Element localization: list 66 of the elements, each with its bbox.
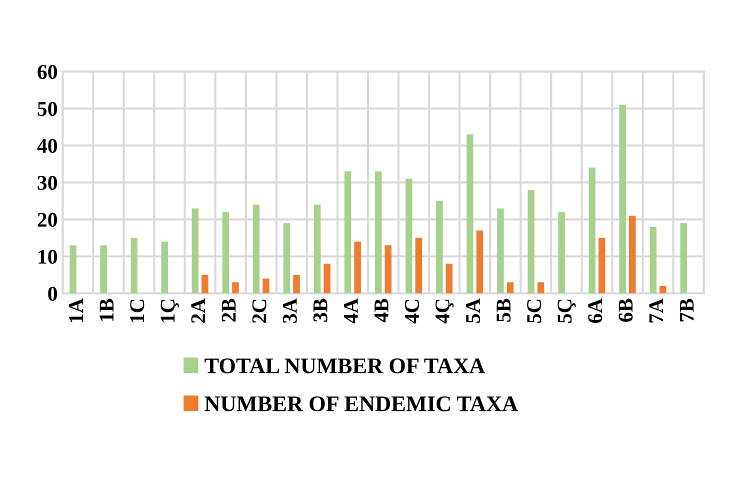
x-tick-label: 2A xyxy=(191,298,206,323)
x-tick-label: 1A xyxy=(69,298,83,322)
x-tick-label: 5C xyxy=(527,300,542,323)
x-tick-label: 6B xyxy=(618,298,633,322)
y-tick-label: 10 xyxy=(38,250,57,264)
bar xyxy=(232,282,239,294)
x-tick-label: 1B xyxy=(100,298,114,321)
x-tick-label: 6A xyxy=(588,298,602,323)
x-tick-label: 2C xyxy=(252,300,266,323)
x-tick-label: 2B xyxy=(222,298,236,322)
bar xyxy=(354,242,361,294)
x-tick-label: 5Ç xyxy=(558,300,576,323)
bar xyxy=(130,238,138,294)
bar xyxy=(446,264,453,294)
bar xyxy=(650,226,657,294)
bar xyxy=(202,274,208,294)
y-tick-label: 50 xyxy=(38,102,57,116)
bar xyxy=(466,134,474,294)
y-tick-label: 40 xyxy=(37,138,57,153)
bar xyxy=(406,178,412,294)
bar xyxy=(537,282,544,294)
x-tick-label: 4C xyxy=(404,300,419,324)
x-tick-label: 4A xyxy=(344,298,358,324)
bar xyxy=(283,223,290,294)
bar xyxy=(192,208,199,294)
x-tick-label: 3B xyxy=(313,298,328,322)
x-tick-label: 1Ç xyxy=(160,300,179,322)
bar xyxy=(222,212,230,294)
x-tick-label: 1C xyxy=(130,300,144,322)
bar xyxy=(629,216,636,294)
bar xyxy=(161,242,168,294)
bar xyxy=(262,278,270,294)
bar xyxy=(293,274,300,294)
x-tick-label: 7B xyxy=(680,298,694,322)
bar xyxy=(100,245,107,294)
bar xyxy=(436,200,443,294)
bar xyxy=(314,204,321,294)
bar xyxy=(506,282,514,294)
x-tick-label: 3A xyxy=(282,298,297,323)
y-tick-label: 0 xyxy=(48,286,57,301)
x-tick-label: 4Ç xyxy=(436,300,454,324)
y-tick-label: 30 xyxy=(38,176,57,190)
bar xyxy=(588,168,596,294)
bar xyxy=(558,212,565,294)
bar xyxy=(476,230,484,294)
bar xyxy=(384,245,392,294)
bar xyxy=(415,238,422,294)
x-tick-label: 7A xyxy=(649,298,664,322)
x-tick-label: 5B xyxy=(496,298,511,322)
y-tick-label: 60 xyxy=(38,64,57,79)
x-tick-label: 5A xyxy=(466,298,480,323)
bar xyxy=(344,171,352,294)
x-tick-label: 4B xyxy=(374,298,388,322)
bar xyxy=(70,245,76,294)
legend-label: NUMBER OF ENDEMIC TAXA xyxy=(204,396,518,412)
bar xyxy=(324,264,330,294)
bar xyxy=(497,208,504,294)
legend-label: TOTAL NUMBER OF TAXA xyxy=(204,358,486,374)
bar xyxy=(660,286,666,294)
bar xyxy=(528,190,534,294)
bar xyxy=(619,104,626,294)
bar xyxy=(252,204,260,294)
bar xyxy=(598,238,606,294)
y-tick-label: 20 xyxy=(38,212,57,227)
bar xyxy=(374,171,382,294)
bar xyxy=(680,223,688,294)
